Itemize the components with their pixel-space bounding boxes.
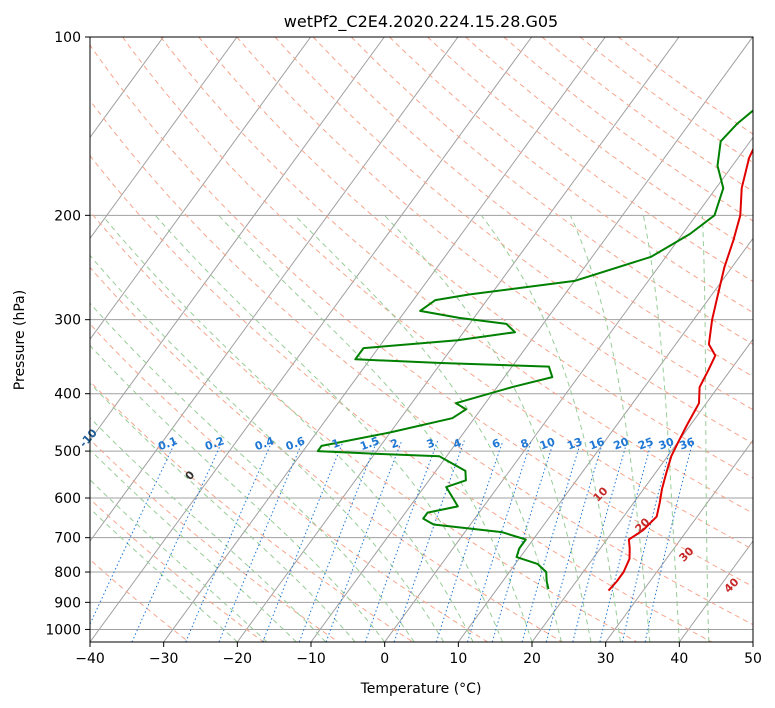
isotherm-line xyxy=(90,37,312,341)
mixing-ratio-label: 4 xyxy=(451,436,463,451)
y-tick-label: 800 xyxy=(54,565,81,581)
moist-adiabat-line xyxy=(294,214,562,642)
mixing-ratio-line xyxy=(467,440,532,642)
moist-adiabat-line xyxy=(90,382,356,642)
mixing-ratio-line xyxy=(545,440,604,642)
isotherm-line xyxy=(90,37,533,642)
x-tick-label: 20 xyxy=(523,651,541,667)
dry-adiabat-line xyxy=(274,37,753,411)
isotherm-line xyxy=(163,37,606,642)
moist-adiabat-line xyxy=(384,214,592,642)
mixing-ratio-label: 6 xyxy=(490,436,502,451)
mixing-ratio-label: 25 xyxy=(636,435,655,452)
y-tick-label: 400 xyxy=(54,387,81,403)
mixing-ratio-label: 0.6 xyxy=(284,434,307,453)
dry-adiabat-line xyxy=(350,37,753,345)
mixing-ratio-line xyxy=(521,440,582,642)
x-tick-label: 50 xyxy=(744,651,762,667)
chart-title: wetPf2_C2E4.2020.224.15.28.G05 xyxy=(284,12,558,32)
mixing-ratio-label: 16 xyxy=(587,435,606,453)
mixing-ratio-line xyxy=(491,440,555,642)
y-tick-label: 500 xyxy=(54,444,81,460)
moist-adiabat-line xyxy=(218,214,533,642)
dry-adiabat-line xyxy=(389,37,753,314)
mixing-ratio-label: 30 xyxy=(657,435,676,453)
y-tick-label: 300 xyxy=(54,313,81,329)
moist-adiabat-line xyxy=(90,344,386,642)
mixing-ratio-label: 10 xyxy=(538,435,557,453)
dry-adiabat-line xyxy=(90,380,414,642)
moist-adiabat-line xyxy=(90,507,238,642)
moist-adiabat-line xyxy=(154,214,503,642)
mixing-ratio-line xyxy=(599,440,653,642)
mixing-ratio-label: 0.2 xyxy=(203,434,226,453)
isotherm-line xyxy=(90,37,238,240)
mixing-ratio-label: 13 xyxy=(565,435,584,452)
y-axis-ticks: 100 200 300 400 500 600 700 800 900 1000 xyxy=(45,30,90,638)
moist-adiabat-line xyxy=(101,214,474,642)
y-tick-label: 200 xyxy=(54,208,81,224)
x-tick-label: −40 xyxy=(75,651,105,667)
dry-adiabat-line xyxy=(90,210,638,642)
dry-adiabat-line xyxy=(122,37,753,551)
isotherm-line xyxy=(457,237,753,642)
moist-adiabat-line xyxy=(642,215,680,642)
x-tick-label: 10 xyxy=(449,651,467,667)
x-tick-label: −30 xyxy=(149,651,179,667)
isotherm-line xyxy=(605,439,753,642)
x-tick-label: −10 xyxy=(296,651,326,667)
mixing-ratio-line xyxy=(185,440,273,642)
mixing-ratio-label: 1.5 xyxy=(358,434,381,453)
x-tick-label: −20 xyxy=(223,651,253,667)
mixing-ratio-line xyxy=(131,440,224,642)
temperature-profile xyxy=(607,147,753,592)
mixing-ratio-line xyxy=(644,440,694,642)
mixing-ratio-line xyxy=(621,440,673,642)
mixing-ratio-label: 8 xyxy=(519,436,531,451)
moist-adiabat-line xyxy=(90,479,268,642)
x-axis-label: Temperature (°C) xyxy=(360,681,482,697)
y-tick-label: 700 xyxy=(54,531,81,547)
y-tick-label: 900 xyxy=(54,595,81,611)
dewpoint-profile xyxy=(316,109,753,590)
mixing-ratio-line xyxy=(218,440,304,642)
y-tick-label: 1000 xyxy=(45,622,81,638)
mixing-ratio-label: 3 xyxy=(425,436,437,451)
mixing-ratio-label: 2 xyxy=(389,436,401,451)
moist-adiabat-line xyxy=(480,215,621,642)
mixing-ratio-label: 1 xyxy=(330,436,342,451)
x-tick-label: 0 xyxy=(380,651,389,667)
y-tick-label: 100 xyxy=(54,30,81,46)
mixing-ratio-line xyxy=(572,440,628,642)
isotherm-line xyxy=(90,37,385,442)
isotherm-line xyxy=(90,37,459,542)
dry-adiabat-line xyxy=(198,37,753,479)
plot-frame xyxy=(89,36,754,643)
mixing-ratio-label: 0.1 xyxy=(156,434,179,453)
sounding-series xyxy=(316,109,753,592)
y-axis-label: Pressure (hPa) xyxy=(12,290,28,390)
y-tick-label: 600 xyxy=(54,491,81,507)
mixing-ratio-label: 0.4 xyxy=(253,434,276,453)
dry-adiabat-line xyxy=(90,266,563,642)
x-axis-ticks: −40 −30 −20 −10 0 10 20 30 40 50 xyxy=(75,642,762,667)
mixing-ratio-label: 20 xyxy=(612,435,631,453)
dry-adiabat-line xyxy=(90,323,488,642)
dry-adiabat-line xyxy=(90,154,712,642)
mixing-ratio-line xyxy=(325,440,403,642)
dry-adiabat-line xyxy=(312,37,753,378)
x-tick-label: 30 xyxy=(597,651,615,667)
mixing-ratio-line xyxy=(364,440,439,642)
dry-adiabat-line xyxy=(90,44,753,588)
mixing-ratio-label: 36 xyxy=(678,435,697,453)
moist-adiabat-line xyxy=(90,302,415,642)
dry-adiabat-line xyxy=(90,99,753,626)
moist-adiabat-line xyxy=(701,215,710,642)
x-tick-label: 40 xyxy=(670,651,688,667)
moist-adiabat-line xyxy=(569,215,651,642)
dry-adiabat-line xyxy=(236,37,753,445)
